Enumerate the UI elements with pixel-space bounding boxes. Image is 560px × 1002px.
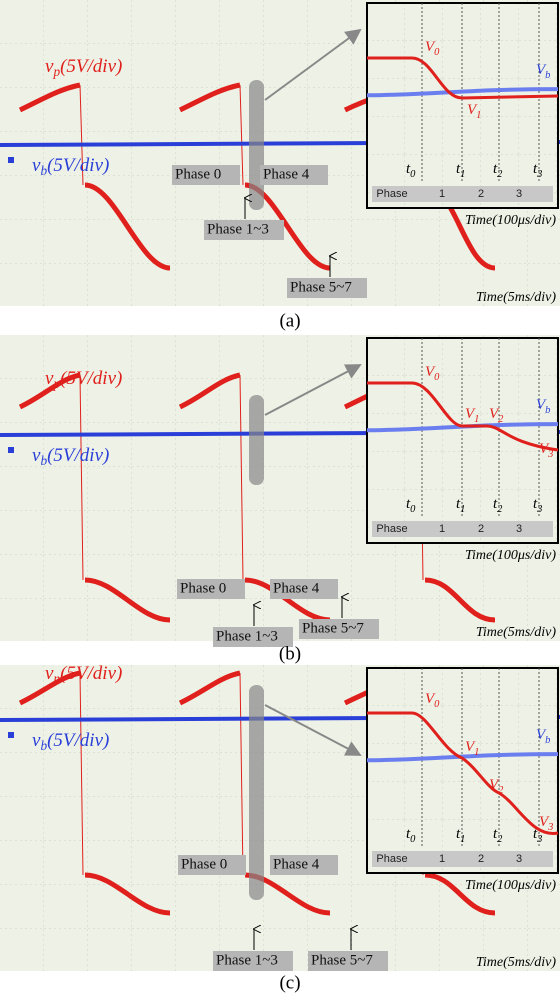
phase-label: Phase 1~3 xyxy=(216,952,278,968)
subscript: b xyxy=(545,405,550,416)
panel: vp(5V/div)vb(5V/div)Phase 0Phase 4Phase … xyxy=(0,335,560,647)
subscript: 0 xyxy=(434,47,440,58)
subscript: 2 xyxy=(498,414,504,425)
phase-label: Phase 5~7 xyxy=(302,620,364,636)
phase-row-label: 1 xyxy=(439,523,445,535)
time-label: Time(5ms/div) xyxy=(476,955,556,970)
scale: (5V/div) xyxy=(47,155,109,176)
subscript: 0 xyxy=(410,504,416,515)
scale: (5V/div) xyxy=(47,445,109,466)
subscript: b xyxy=(545,735,550,746)
phase-row-label: 3 xyxy=(516,188,522,200)
subscript: 1 xyxy=(460,834,465,845)
subscript: 3 xyxy=(536,504,542,515)
subscript: 2 xyxy=(497,169,503,180)
subscript: 2 xyxy=(498,785,504,796)
phase-row-label: 3 xyxy=(516,853,522,865)
figure: vp(5V/div)vb(5V/div)Phase 0Phase 4Phase … xyxy=(0,0,560,1002)
scale: (5V/div) xyxy=(60,663,122,684)
phase-row-label: Phase xyxy=(376,188,407,200)
phase-label: Phase 0 xyxy=(181,856,227,872)
subscript: 3 xyxy=(536,169,542,180)
inset-time-label: Time(100μs/div) xyxy=(465,213,556,228)
phase-label: Phase 4 xyxy=(263,166,310,182)
time-label: Time(5ms/div) xyxy=(476,290,556,305)
subscript: 0 xyxy=(434,372,440,383)
phase-label: Phase 4 xyxy=(273,580,320,596)
subscript: 0 xyxy=(410,834,416,845)
caption: (a) xyxy=(279,310,300,331)
phase-row-label: 2 xyxy=(478,853,484,865)
phase-bar xyxy=(249,395,264,485)
subscript: 3 xyxy=(536,834,542,845)
phase-label: Phase 5~7 xyxy=(290,279,352,295)
subscript: b xyxy=(545,70,550,81)
ground-marker xyxy=(8,732,14,738)
phase-bar xyxy=(249,80,264,210)
phase-label: Phase 1~3 xyxy=(207,221,269,237)
subscript: 1 xyxy=(460,169,465,180)
page: {"panels": [ {"caption": "(a)", "vp": {"… xyxy=(0,0,560,1002)
ground-marker xyxy=(8,157,14,163)
phase-bar xyxy=(249,685,264,900)
subscript: 3 xyxy=(547,449,553,460)
subscript: 1 xyxy=(474,414,479,425)
phase-row-label: Phase xyxy=(376,523,407,535)
caption: (b) xyxy=(279,643,301,664)
phase-row-label: 3 xyxy=(516,523,522,535)
phase-label: Phase 0 xyxy=(175,166,221,182)
subscript: 0 xyxy=(410,169,416,180)
subscript: 1 xyxy=(460,504,465,515)
time-label: Time(5ms/div) xyxy=(476,625,556,640)
phase-row-label: 2 xyxy=(478,188,484,200)
subscript: 1 xyxy=(474,747,479,758)
phase-row-label: 2 xyxy=(478,523,484,535)
phase-label: Phase 0 xyxy=(180,580,226,596)
subscript: 3 xyxy=(547,822,553,833)
scale: (5V/div) xyxy=(60,56,122,77)
panel: vp(5V/div)vb(5V/div)Phase 0Phase 4Phase … xyxy=(0,663,560,971)
subscript: 1 xyxy=(476,110,481,121)
phase-label: Phase 1~3 xyxy=(216,628,278,644)
scale: (5V/div) xyxy=(47,730,109,751)
inset-time-label: Time(100μs/div) xyxy=(465,878,556,893)
scale: (5V/div) xyxy=(60,368,122,389)
phase-label: Phase 4 xyxy=(273,856,320,872)
ground-marker xyxy=(8,447,14,453)
caption: (c) xyxy=(279,972,300,993)
phase-row-label: 1 xyxy=(439,188,445,200)
subscript: 2 xyxy=(497,504,503,515)
phase-row-label: Phase xyxy=(376,853,407,865)
inset-time-label: Time(100μs/div) xyxy=(465,548,556,563)
phase-row-label: 1 xyxy=(439,853,445,865)
subscript: 0 xyxy=(434,699,440,710)
subscript: 2 xyxy=(497,834,503,845)
phase-label: Phase 5~7 xyxy=(311,952,373,968)
